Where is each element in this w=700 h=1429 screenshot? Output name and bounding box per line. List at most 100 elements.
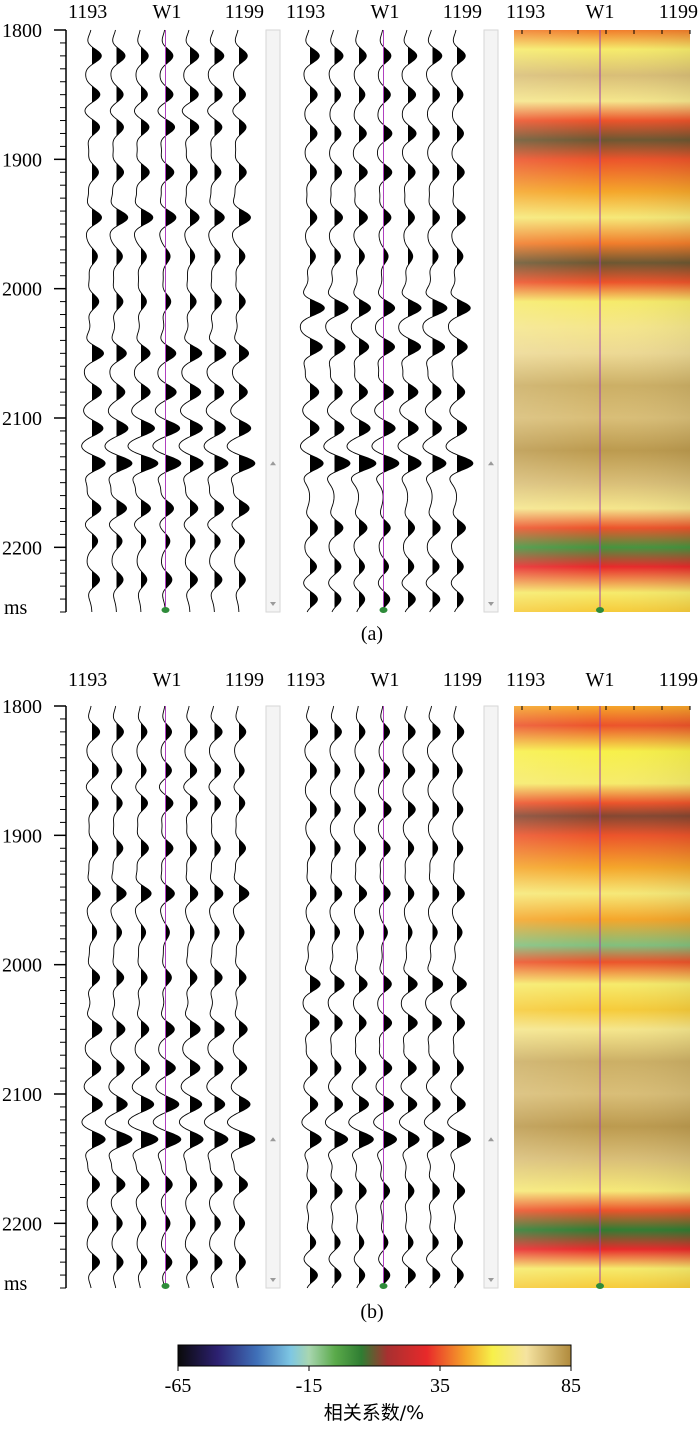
y-axis: 1800 1900 2000 2100 2200 ms — [2, 696, 67, 1295]
trace-1198 — [203, 705, 229, 1289]
trace-1199 — [447, 705, 471, 1289]
trace-fill — [239, 706, 255, 1288]
trace-1199 — [445, 29, 474, 613]
trace-fill — [334, 706, 348, 1288]
trace-1195 — [127, 29, 159, 613]
trace-fill — [432, 706, 444, 1288]
scroll-down-arrow-icon — [488, 1278, 494, 1282]
correlation-heatmap — [514, 30, 691, 613]
trace-fill — [310, 706, 322, 1288]
y-tick-label: 1900 — [2, 149, 42, 171]
trace-wiggle — [348, 705, 374, 1289]
colorbar-gradient — [177, 1344, 572, 1367]
scroll-up-arrow-icon — [270, 461, 276, 466]
trace-wiggle — [422, 29, 448, 613]
trace-1193 — [299, 29, 325, 613]
trace-fill — [408, 706, 420, 1288]
trace-fill — [165, 30, 181, 612]
trace-1193 — [301, 705, 322, 1289]
well-marker — [161, 607, 170, 613]
colorbar-tick-label: 85 — [561, 1375, 581, 1397]
colorbar: -65 -15 35 85 相关系数/% — [165, 1344, 581, 1424]
trace-wiggle — [152, 705, 182, 1289]
trace-label-well: W1 — [153, 669, 182, 691]
trace-label-end: 1199 — [225, 1, 264, 23]
trace-wiggle — [324, 705, 349, 1289]
scroll-down-arrow-icon — [270, 1278, 276, 1282]
trace-label-start: 1193 — [286, 1, 325, 23]
trace-1199 — [227, 705, 256, 1289]
trace-label-well: W1 — [586, 669, 615, 691]
trace-fill — [408, 30, 422, 612]
trace-wiggle — [227, 705, 256, 1289]
trace-wiggle — [81, 705, 106, 1289]
y-tick-label: 2000 — [2, 279, 42, 301]
trace-wiggle — [301, 705, 322, 1289]
trace-1194 — [104, 705, 133, 1289]
trace-1194 — [323, 29, 351, 613]
trace-1194 — [104, 29, 133, 613]
scroll-down-arrow-icon — [270, 602, 276, 606]
well-marker — [379, 1283, 388, 1289]
well-marker — [596, 1283, 604, 1289]
trace-label-start: 1193 — [286, 669, 325, 691]
y-axis: 1800 1900 2000 2100 2200 ms — [2, 20, 67, 619]
scrollbar-track — [483, 705, 499, 1289]
scroll-up-arrow-icon — [270, 1137, 276, 1142]
trace-label-well: W1 — [586, 1, 615, 23]
colorbar-tick-label: -65 — [165, 1375, 192, 1397]
seismic-section-1 — [68, 29, 281, 613]
trace-wiggle — [299, 29, 325, 613]
trace-wiggle — [178, 705, 204, 1289]
scrollbar-track — [265, 29, 281, 613]
well-marker — [379, 607, 388, 613]
scroll-up-arrow-icon — [488, 461, 494, 466]
trace-label-end: 1199 — [659, 1, 698, 23]
trace-1196 — [373, 705, 397, 1289]
y-tick-label: 2200 — [2, 1213, 42, 1235]
trace-fill — [92, 706, 106, 1288]
trace-wiggle — [346, 29, 377, 613]
trace-wiggle — [323, 29, 351, 613]
heatmap-shade — [514, 706, 690, 1288]
y-tick-label: 2100 — [2, 1084, 42, 1106]
trace-wiggle — [104, 29, 133, 613]
trace-fill — [190, 30, 204, 612]
trace-1193 — [81, 29, 106, 613]
seismic-background — [286, 706, 484, 1288]
y-tick-label: 2100 — [2, 408, 42, 430]
trace-fill — [116, 706, 132, 1288]
trace-1198 — [423, 705, 445, 1289]
trace-fill — [383, 30, 399, 612]
trace-wiggle — [399, 705, 420, 1289]
trace-wiggle — [104, 705, 133, 1289]
trace-1194 — [324, 705, 349, 1289]
trace-1196 — [371, 29, 400, 613]
trace-fill — [239, 30, 255, 612]
trace-fill — [334, 30, 350, 612]
trace-1197 — [399, 705, 420, 1289]
trace-fill — [141, 30, 158, 612]
correlation-heatmap — [514, 706, 691, 1289]
trace-1195 — [348, 705, 374, 1289]
panel-label: (a) — [361, 623, 383, 645]
y-tick-label: 1900 — [2, 825, 42, 847]
trace-label-well: W1 — [153, 1, 182, 23]
trace-wiggle — [203, 705, 229, 1289]
trace-label-end: 1199 — [225, 669, 264, 691]
well-marker — [161, 1283, 170, 1289]
trace-label-end: 1199 — [443, 669, 482, 691]
trace-wiggle — [203, 29, 229, 613]
trace-label-start: 1193 — [506, 1, 545, 23]
trace-wiggle — [371, 29, 400, 613]
trace-1197 — [178, 29, 204, 613]
trace-fill — [116, 30, 132, 612]
trace-1196 — [152, 29, 182, 613]
panel-label: (b) — [360, 1301, 383, 1323]
trace-1196 — [152, 705, 182, 1289]
trace-wiggle — [373, 705, 397, 1289]
scroll-down-arrow-icon — [488, 602, 494, 606]
trace-1195 — [127, 705, 159, 1289]
trace-fill — [141, 706, 158, 1288]
